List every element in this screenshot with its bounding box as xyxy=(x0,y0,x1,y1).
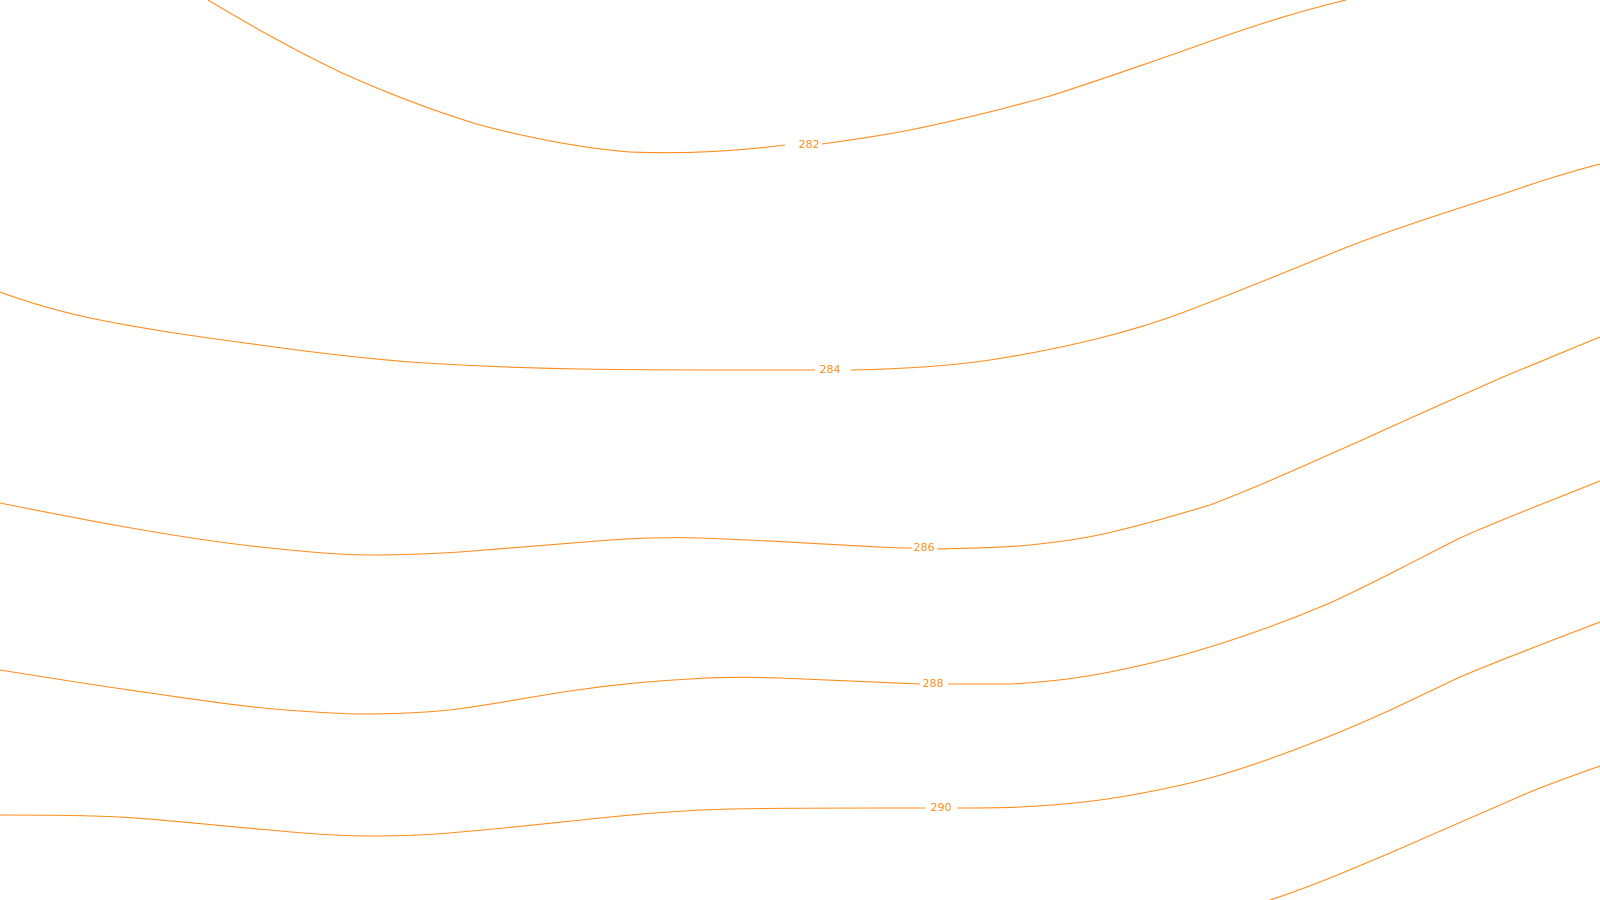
contour-label-282: 282 xyxy=(799,138,820,151)
contour-line-292 xyxy=(1269,765,1600,900)
contour-282: 282 xyxy=(207,0,1347,154)
contour-line-288-right xyxy=(947,480,1600,685)
contour-290: 290 xyxy=(0,621,1600,837)
contour-label-284: 284 xyxy=(820,363,841,376)
contour-288: 288 xyxy=(0,480,1600,715)
contour-line-290 xyxy=(0,807,925,837)
contour-label-290: 290 xyxy=(931,801,952,814)
contour-label-288: 288 xyxy=(923,677,944,690)
contour-line-286-right xyxy=(936,336,1600,550)
contour-label-286: 286 xyxy=(914,541,935,554)
contour-292 xyxy=(1269,765,1600,900)
contour-line-284-right xyxy=(850,163,1600,371)
contour-line-284 xyxy=(0,291,815,371)
contour-line-290-right xyxy=(956,621,1600,809)
contour-line-282-right xyxy=(821,0,1347,145)
contour-line-282 xyxy=(207,0,786,154)
contour-line-288 xyxy=(0,669,921,715)
contour-line-286 xyxy=(0,502,913,556)
contour-286: 286 xyxy=(0,336,1600,556)
contour-284: 284 xyxy=(0,163,1600,376)
